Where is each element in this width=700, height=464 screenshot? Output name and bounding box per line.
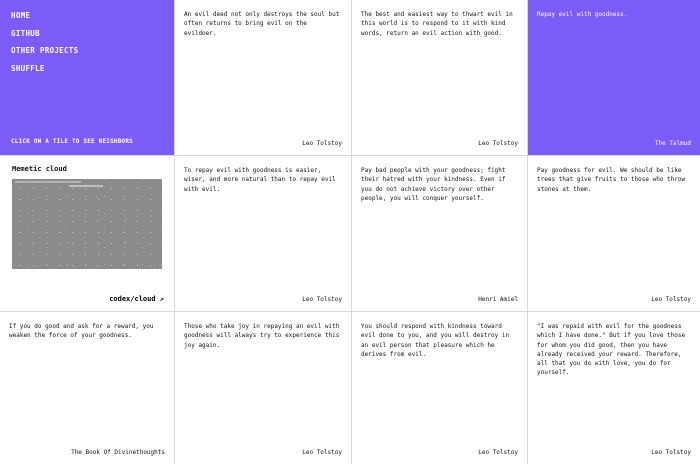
- quote-author: Henri Amiel: [478, 296, 518, 303]
- quote-text: "I was repaid with evil for the goodness…: [537, 323, 686, 377]
- nav-item-home[interactable]: HOME: [11, 11, 31, 20]
- quote-text: If you do good and ask for a reward, you…: [9, 323, 154, 340]
- quote-text: Pay bad people with your goodness; fight…: [361, 167, 506, 202]
- quote-text: The best and easiest way to thwart evil …: [361, 11, 513, 37]
- quote-text: Pay goodness for evil. We should be like…: [537, 167, 686, 193]
- quote-tile[interactable]: To repay evil with goodness is easier, w…: [175, 156, 351, 311]
- quote-tile[interactable]: You should respond with kindness toward …: [352, 312, 527, 464]
- quote-author: Leo Tolstoy: [651, 449, 691, 456]
- quote-tile[interactable]: Pay goodness for evil. We should be like…: [528, 156, 700, 311]
- project-repo-label: codex/cloud: [109, 295, 156, 303]
- project-tile[interactable]: Memetic cloud codex/cloud ↗: [0, 156, 174, 311]
- quote-text: An evil deed not only destroys the soul …: [184, 11, 340, 37]
- quote-text: You should respond with kindness toward …: [361, 323, 510, 358]
- project-repo-link[interactable]: codex/cloud ↗: [109, 295, 164, 303]
- quote-author: Leo Tolstoy: [651, 296, 691, 303]
- quote-tile[interactable]: The best and easiest way to thwart evil …: [352, 0, 527, 155]
- quote-author: Leo Tolstoy: [478, 140, 518, 147]
- external-link-arrow-icon: ↗: [159, 295, 164, 303]
- nav-hint: CLICK ON A TILE TO SEE NEIGHBORS: [11, 138, 133, 145]
- project-title: Memetic cloud: [12, 165, 67, 173]
- nav-tile: HOME GITHUB OTHER PROJECTS SHUFFLE CLICK…: [0, 0, 174, 155]
- quote-text: Those who take joy in repaying an evil w…: [184, 323, 340, 349]
- quote-tile[interactable]: An evil deed not only destroys the soul …: [175, 0, 351, 155]
- quote-tile[interactable]: "I was repaid with evil for the goodness…: [528, 312, 700, 464]
- quote-author: The Talmud: [654, 140, 691, 147]
- nav-item-other-projects[interactable]: OTHER PROJECTS: [11, 46, 79, 55]
- nav-item-shuffle[interactable]: SHUFFLE: [11, 63, 45, 73]
- quote-author: Leo Tolstoy: [302, 140, 342, 147]
- quote-author: The Book Of Divinethoughts: [71, 449, 165, 456]
- project-preview-image: [12, 179, 162, 269]
- quote-text: Repay evil with goodness.: [537, 11, 628, 18]
- quote-tile[interactable]: If you do good and ask for a reward, you…: [0, 312, 174, 464]
- quote-tile[interactable]: Pay bad people with your goodness; fight…: [352, 156, 527, 311]
- quote-author: Leo Tolstoy: [302, 449, 342, 456]
- quote-tile-selected[interactable]: Repay evil with goodness. The Talmud: [528, 0, 700, 155]
- quote-tile[interactable]: Those who take joy in repaying an evil w…: [175, 312, 351, 464]
- nav-item-github[interactable]: GITHUB: [11, 28, 40, 38]
- quote-author: Leo Tolstoy: [478, 449, 518, 456]
- quote-text: To repay evil with goodness is easier, w…: [184, 167, 336, 193]
- quote-author: Leo Tolstoy: [302, 296, 342, 303]
